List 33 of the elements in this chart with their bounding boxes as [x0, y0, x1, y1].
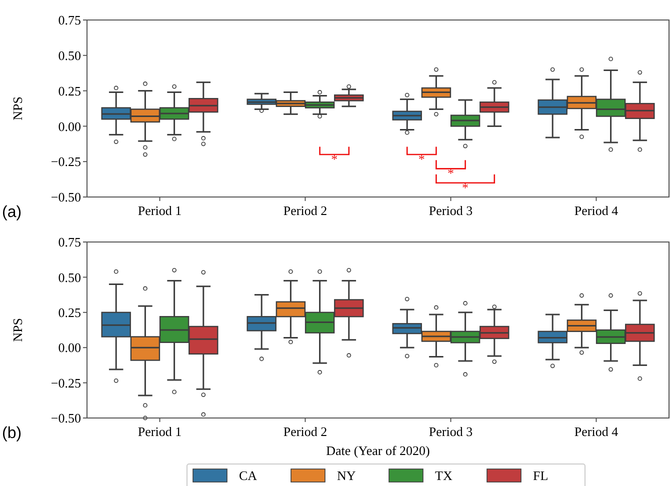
y-axis-title: NPS	[10, 96, 25, 120]
y-tick-label: −0.50	[50, 190, 81, 205]
text: (b)	[2, 425, 22, 442]
legend-label: CA	[239, 468, 258, 483]
annotation: *	[418, 152, 425, 167]
x-tick-label: Period 1	[138, 424, 182, 439]
x-tick-label: Period 4	[574, 203, 619, 218]
y-tick-label: 0.50	[58, 270, 81, 285]
y-tick-label: −0.25	[50, 154, 81, 170]
legend-label: TX	[435, 468, 453, 483]
x-tick-label: Period 4	[574, 424, 619, 439]
y-tick-label: −0.50	[50, 410, 81, 426]
y-tick-label: 0.75	[58, 234, 81, 250]
x-tick-label: Period 3	[428, 203, 473, 218]
annotation: *	[448, 166, 454, 181]
y-tick-label: 0.75	[58, 12, 81, 28]
legend-label: NY	[337, 468, 356, 483]
y-tick-label: 0.00	[58, 340, 81, 356]
y-tick-label: 0.50	[58, 48, 81, 63]
text: (a)	[2, 204, 22, 221]
x-axis-title: Date (Year of 2020)	[326, 443, 430, 458]
x-tick-label: Period 1	[138, 203, 182, 218]
legend-label: FL	[533, 468, 548, 483]
y-tick-label: 0.00	[58, 118, 81, 134]
annotation: *	[462, 180, 469, 195]
x-tick-label: Period 3	[428, 424, 473, 439]
y-axis-title: NPS	[10, 318, 25, 342]
y-tick-label: 0.25	[58, 304, 81, 320]
x-tick-label: Period 2	[283, 203, 328, 218]
x-tick-label: Period 2	[283, 424, 328, 439]
y-tick-label: −0.25	[50, 375, 81, 390]
y-tick-label: 0.25	[58, 83, 81, 98]
annotation: *	[331, 152, 338, 167]
